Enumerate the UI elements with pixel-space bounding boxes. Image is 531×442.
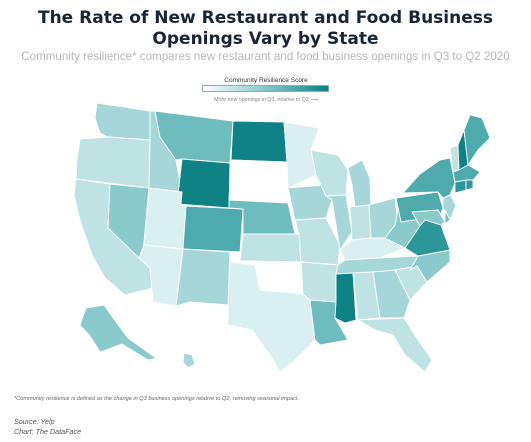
state-ut — [143, 187, 187, 250]
state-il — [324, 194, 353, 252]
state-tx — [227, 261, 316, 373]
state-ar — [300, 261, 339, 303]
state-ak — [79, 304, 158, 361]
source-note: Source: Yelp — [14, 417, 55, 426]
state-ny — [401, 157, 456, 199]
state-nj — [442, 194, 457, 222]
state-in — [349, 204, 372, 241]
title-line-1: The Rate of New Restaurant and Food Busi… — [37, 8, 493, 28]
footnote: *Community resilience is defined as the … — [14, 396, 300, 402]
state-nd — [230, 120, 288, 163]
state-nm — [175, 248, 231, 307]
state-me — [463, 114, 491, 167]
state-sd — [228, 159, 289, 204]
state-ks — [239, 233, 302, 263]
state-fl — [356, 317, 433, 373]
chart-subtitle: Community resilience* compares new resta… — [21, 50, 510, 63]
chart-credit: Chart: The DataFace — [14, 427, 82, 436]
state-wy — [176, 158, 231, 209]
state-ms — [334, 272, 357, 324]
state-mo — [294, 217, 341, 266]
state-hi — [182, 352, 196, 369]
state-ia — [287, 184, 333, 221]
title-line-2: Openings Vary by State — [152, 29, 379, 49]
state-de — [444, 209, 451, 225]
chart-title: The Rate of New Restaurant and Food Busi… — [0, 8, 531, 50]
state-mi — [347, 159, 372, 208]
legend-subtitle: More new openings in Q3, relative to Q2 … — [214, 97, 318, 103]
legend-title: Community Resilience Score — [224, 77, 308, 84]
state-ri — [465, 179, 474, 191]
state-wa — [94, 102, 151, 141]
state-md — [411, 209, 446, 227]
state-co — [182, 205, 244, 253]
legend-color-bar — [202, 85, 329, 92]
state-ct — [454, 179, 467, 194]
